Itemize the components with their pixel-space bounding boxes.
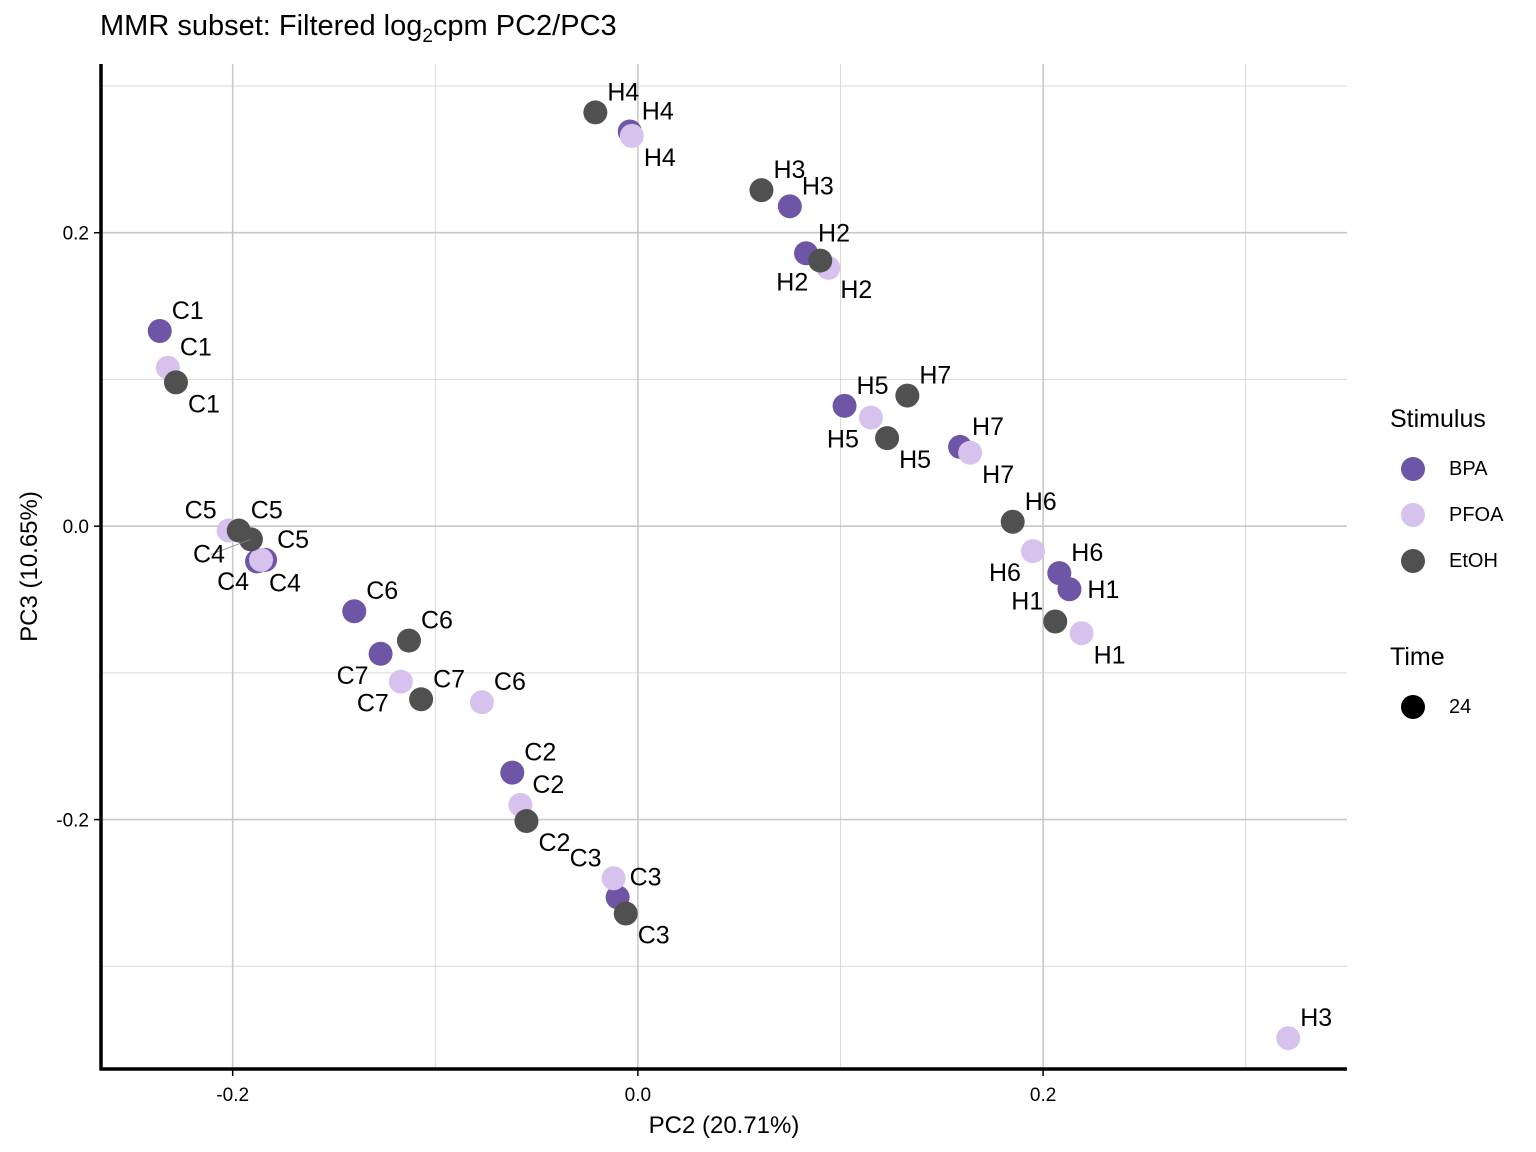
point-pfoa-h1 — [1069, 621, 1094, 646]
point-etoh-c3 — [613, 901, 638, 926]
legend-stimulus-title: Stimulus — [1390, 405, 1486, 433]
legend-key-etoh — [1401, 549, 1425, 573]
point-label-etoh-c2: C2 — [538, 829, 570, 857]
point-bpa-h1 — [1057, 577, 1082, 602]
point-bpa-c2 — [500, 760, 525, 785]
point-etoh-c1 — [163, 370, 188, 395]
point-label-etoh-h2: H2 — [776, 269, 808, 297]
x-axis-title: PC2 (20.71%) — [649, 1112, 800, 1139]
point-label-pfoa-h5: H5 — [827, 426, 859, 454]
point-label-etoh-c7: C7 — [433, 665, 465, 693]
point-label-pfoa-h3: H3 — [1300, 1004, 1332, 1032]
point-label-pfoa-h1: H1 — [1094, 641, 1126, 669]
point-label-bpa-h2: H2 — [818, 219, 850, 247]
point-pfoa-h7 — [958, 440, 983, 465]
legend-key-bpa — [1401, 457, 1425, 481]
point-label-pfoa-h7: H7 — [982, 461, 1014, 489]
point-pfoa-c4 — [249, 547, 274, 572]
point-label-etoh-h7: H7 — [919, 362, 951, 390]
point-etoh-h2 — [808, 248, 833, 273]
point-label-etoh-h1: H1 — [1011, 588, 1043, 616]
point-label-pfoa-c3: C3 — [570, 844, 602, 872]
point-etoh-h3 — [749, 178, 774, 203]
point-label-etoh-c4: C4 — [193, 540, 225, 568]
point-label-etoh-c6: C6 — [421, 607, 453, 635]
point-label-bpa-c6: C6 — [366, 577, 398, 605]
legend-label-bpa: BPA — [1449, 457, 1488, 480]
point-label-bpa-c2: C2 — [524, 739, 556, 767]
point-pfoa-c7 — [388, 669, 413, 694]
x-tick-label: -0.2 — [216, 1085, 249, 1106]
point-etoh-c6 — [396, 628, 421, 653]
chart-title-suffix: cpm PC2/PC3 — [432, 10, 617, 42]
point-label-etoh-c5: C5 — [251, 497, 283, 525]
point-label-bpa-c3: C3 — [630, 863, 662, 891]
point-label-etoh-h3: H3 — [773, 156, 805, 184]
point-etoh-h7 — [895, 383, 920, 408]
x-tick-label: 0.0 — [625, 1085, 651, 1106]
legend-label-etoh: EtOH — [1449, 549, 1498, 572]
point-label-etoh-h6: H6 — [1025, 488, 1057, 516]
point-label-pfoa-c5: C5 — [185, 497, 217, 525]
point-label-bpa-h3: H3 — [802, 172, 834, 200]
x-tick-label: 0.2 — [1030, 1085, 1056, 1106]
chart-title: MMR subset: Filtered log2cpm PC2/PC3 — [100, 10, 617, 48]
legend-item-time-24: 24 — [1401, 695, 1471, 719]
point-label-bpa-c4: C4 — [269, 569, 301, 597]
y-tick-label: -0.2 — [56, 811, 89, 832]
legend-label-time-24: 24 — [1449, 695, 1472, 718]
point-label-pfoa-c1: C1 — [180, 334, 212, 362]
legend-item-pfoa: PFOA — [1401, 503, 1503, 527]
point-bpa-c1 — [147, 319, 172, 344]
legend-label-pfoa: PFOA — [1449, 503, 1504, 526]
point-label-pfoa-c7: C7 — [357, 690, 389, 718]
point-etoh-h1 — [1043, 609, 1068, 634]
point-label-bpa-h1: H1 — [1087, 576, 1119, 604]
point-label-pfoa-h6: H6 — [989, 559, 1021, 587]
point-pfoa-c6 — [469, 690, 494, 715]
legend-item-etoh: EtOH — [1401, 549, 1498, 573]
legend-key-time-24 — [1401, 695, 1425, 719]
legend-time-title: Time — [1390, 643, 1445, 671]
point-label-bpa-c1: C1 — [172, 297, 204, 325]
point-pfoa-h6 — [1020, 539, 1045, 564]
point-etoh-h6 — [1000, 509, 1025, 534]
point-label-pfoa-c2: C2 — [532, 771, 564, 799]
point-etoh-c2 — [514, 809, 539, 834]
point-bpa-c6 — [342, 599, 367, 624]
point-etoh-h5 — [875, 426, 900, 451]
point-label-etoh-c3: C3 — [638, 921, 670, 949]
point-bpa-h3 — [777, 194, 802, 219]
point-pfoa-c3 — [601, 866, 626, 891]
point-pfoa-h4 — [619, 123, 644, 148]
point-etoh-h4 — [583, 100, 608, 125]
legend-item-bpa: BPA — [1401, 457, 1488, 481]
label-leader-line — [210, 538, 252, 555]
point-label-etoh-h5: H5 — [899, 446, 931, 474]
point-label-pfoa-h2: H2 — [840, 276, 872, 304]
point-label-bpa-h7: H7 — [972, 413, 1004, 441]
point-label-etoh-c1: C1 — [188, 390, 220, 418]
point-label-bpa-c5: C5 — [277, 526, 309, 554]
point-pfoa-h3 — [1276, 1026, 1301, 1051]
point-label-bpa-c7: C7 — [337, 662, 369, 690]
point-label-pfoa-c6: C6 — [494, 668, 526, 696]
y-axis-title: PC3 (10.65%) — [16, 491, 43, 642]
chart-title-prefix: MMR subset: Filtered log — [100, 10, 423, 42]
y-tick-label: 0.0 — [63, 517, 89, 538]
point-label-etoh-h4: H4 — [607, 78, 639, 106]
point-label-pfoa-c4: C4 — [217, 568, 249, 596]
point-etoh-c7 — [409, 687, 434, 712]
y-tick-label: 0.2 — [63, 224, 89, 245]
point-bpa-c7 — [368, 641, 393, 666]
point-label-pfoa-h4: H4 — [644, 144, 676, 172]
legend-key-pfoa — [1401, 503, 1425, 527]
point-label-bpa-h5: H5 — [857, 372, 889, 400]
point-pfoa-h5 — [858, 405, 883, 430]
point-label-bpa-h4: H4 — [642, 97, 674, 125]
chart-title-subscript: 2 — [422, 25, 433, 47]
point-label-bpa-h6: H6 — [1071, 539, 1103, 567]
point-bpa-h5 — [832, 393, 857, 418]
